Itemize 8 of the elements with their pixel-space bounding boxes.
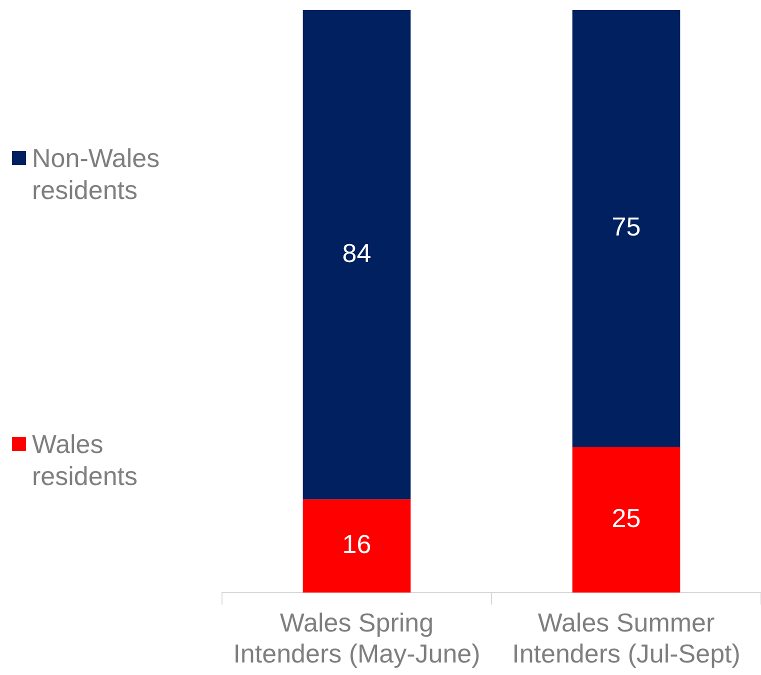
legend-label: Non-Wales residents bbox=[31, 142, 161, 206]
data-label: 16 bbox=[342, 529, 372, 560]
data-label: 25 bbox=[612, 502, 641, 533]
data-label: 84 bbox=[342, 238, 372, 268]
x-tick-label: Wales Summer Intenders (Jul-Sept) bbox=[512, 607, 740, 669]
x-tick-label: Wales Spring Intenders (May-June) bbox=[233, 607, 480, 669]
data-label: 75 bbox=[612, 212, 641, 242]
legend-label: Wales residents bbox=[31, 428, 138, 492]
